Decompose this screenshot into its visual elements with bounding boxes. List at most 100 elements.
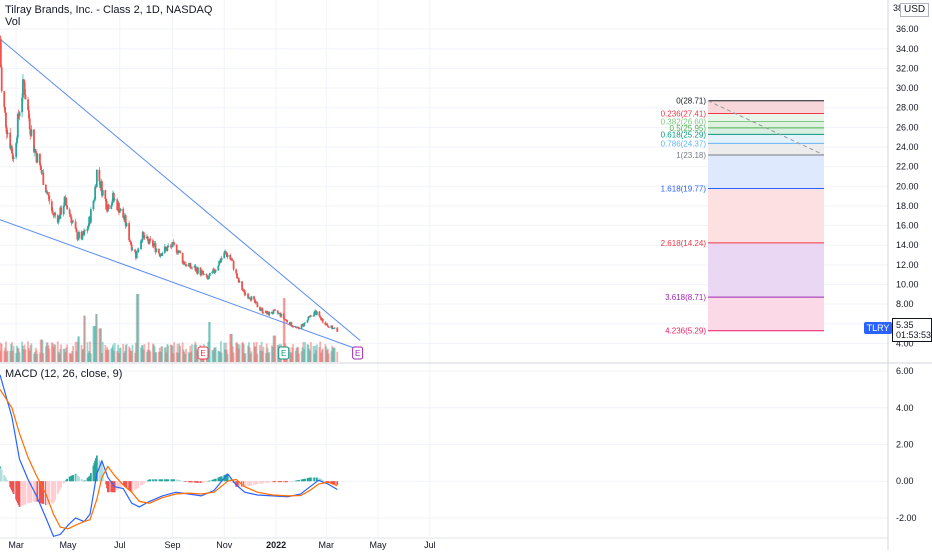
volume-bar xyxy=(95,314,98,362)
volume-bar xyxy=(101,353,103,362)
volume-bar xyxy=(112,344,114,362)
price-candle-body xyxy=(10,146,13,154)
price-candle-body xyxy=(304,322,306,324)
volume-bar xyxy=(248,342,250,362)
price-tick-label: 26.00 xyxy=(896,122,919,132)
price-candle-body xyxy=(319,316,322,318)
price-candle-body xyxy=(197,267,199,274)
volume-bar xyxy=(0,350,1,362)
price-candle-body xyxy=(16,114,19,138)
volume-bar xyxy=(130,350,133,362)
price-candle-body xyxy=(3,91,6,108)
price-candle-body xyxy=(110,205,113,209)
volume-bar xyxy=(225,349,228,362)
macd-histogram-bar xyxy=(310,477,312,482)
price-candle-body xyxy=(213,269,215,273)
volume-bar xyxy=(226,353,229,362)
price-candle-body xyxy=(62,205,65,215)
price-tick-label: 14.00 xyxy=(896,240,919,250)
price-candle-body xyxy=(140,240,142,250)
price-candle-body xyxy=(231,259,234,261)
price-candle-body xyxy=(179,250,181,254)
volume-bar xyxy=(5,341,7,362)
volume-bar xyxy=(321,350,323,362)
volume-bar xyxy=(119,347,122,362)
price-candle-body xyxy=(68,209,71,215)
macd-histogram-bar xyxy=(42,481,45,505)
price-candle-body xyxy=(248,297,251,299)
volume-bar xyxy=(89,341,91,362)
volume-bar xyxy=(312,345,315,362)
price-candle-body xyxy=(154,243,157,252)
volume-bar xyxy=(256,353,259,362)
volume-bar xyxy=(106,349,109,362)
volume-bar xyxy=(260,341,263,362)
volume-bar xyxy=(33,353,35,362)
price-candle-body xyxy=(128,223,131,241)
price-candle-body xyxy=(74,221,77,229)
volume-bar xyxy=(48,348,51,362)
price-candle-body xyxy=(148,238,151,244)
volume-bar xyxy=(315,344,318,362)
signal-line xyxy=(0,389,338,530)
volume-bar xyxy=(169,344,172,362)
volume-bar xyxy=(106,347,108,362)
price-candle-body xyxy=(69,214,72,217)
price-candle-body xyxy=(327,325,329,327)
volume-bar xyxy=(11,350,14,362)
price-candle-body xyxy=(143,235,146,239)
currency-badge[interactable]: USD xyxy=(900,3,930,17)
fib-level-label: 0.236(27.41) xyxy=(661,110,707,119)
volume-bar xyxy=(142,349,145,362)
price-candle-body xyxy=(111,201,114,206)
volume-bar xyxy=(244,353,247,362)
time-tick-label: 2022 xyxy=(266,540,286,550)
fib-diagonal xyxy=(707,100,825,156)
price-candle-body xyxy=(333,327,336,329)
macd-histogram-bar xyxy=(262,481,265,484)
volume-bar xyxy=(303,349,306,362)
volume-bar xyxy=(75,351,78,362)
volume-bar xyxy=(271,346,274,362)
volume-bar xyxy=(314,345,317,362)
volume-bar xyxy=(68,352,71,362)
volume-bar xyxy=(136,294,139,362)
volume-bar xyxy=(69,353,72,362)
price-candle-body xyxy=(141,231,144,241)
price-candle-body xyxy=(40,170,43,174)
price-candle-body xyxy=(46,192,49,195)
price-tick-label: 24.00 xyxy=(896,142,919,152)
volume-bar xyxy=(178,343,181,362)
macd-histogram-bar xyxy=(82,480,85,482)
earnings-marker xyxy=(278,346,290,360)
price-candle-body xyxy=(166,246,169,252)
volume-bar xyxy=(0,342,2,362)
price-candle-body xyxy=(39,153,41,165)
volume-bar xyxy=(298,353,300,362)
volume-bar xyxy=(302,342,305,362)
price-candle-body xyxy=(185,264,187,267)
time-tick-label: Jul xyxy=(424,540,436,550)
price-candle-body xyxy=(6,132,9,135)
volume-bar xyxy=(65,347,68,362)
bar-countdown: 01:53:53 xyxy=(896,330,932,340)
volume-bar xyxy=(276,344,279,362)
volume-bar xyxy=(93,326,96,362)
earnings-marker-label: E xyxy=(281,349,286,358)
volume-bar xyxy=(35,350,38,362)
price-candle-body xyxy=(284,318,287,320)
macd-histogram-bar xyxy=(149,479,152,482)
price-candle-body xyxy=(18,112,21,117)
price-candle-body xyxy=(104,190,107,200)
price-candle-body xyxy=(0,67,3,92)
volume-bar xyxy=(137,294,140,362)
volume-bar xyxy=(16,347,19,362)
volume-bar xyxy=(9,351,12,362)
price-candle-body xyxy=(23,82,26,95)
macd-histogram-bar xyxy=(208,480,211,482)
price-candle-body xyxy=(112,193,115,200)
macd-histogram-bar xyxy=(66,478,69,482)
price-candle-body xyxy=(253,296,255,300)
